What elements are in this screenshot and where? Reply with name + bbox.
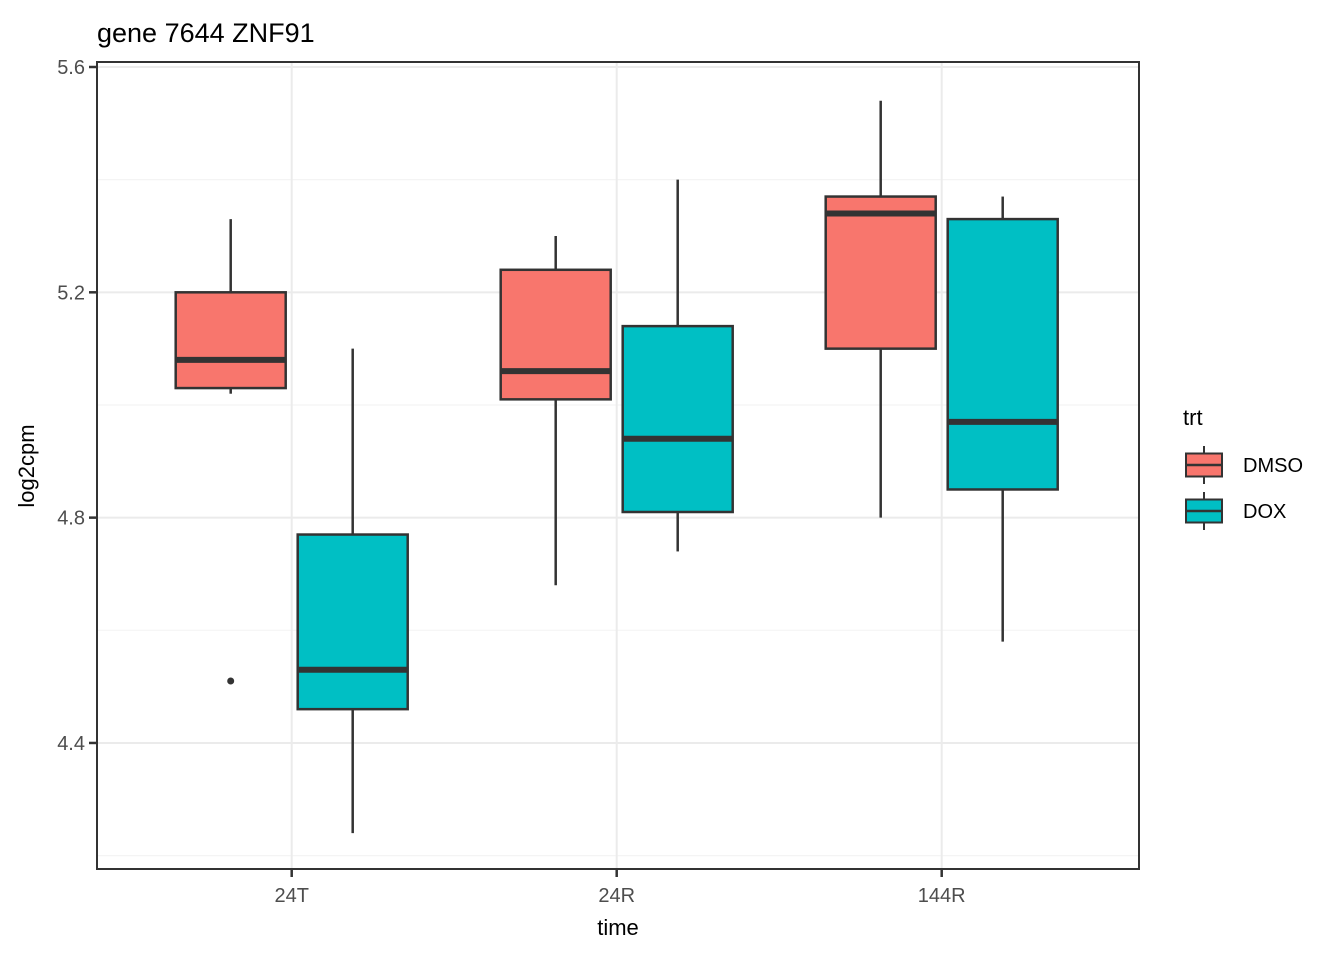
x-tick-label: 24R bbox=[598, 885, 635, 907]
legend-item-dox: DOX bbox=[1185, 492, 1286, 530]
box-DOX-24T bbox=[296, 533, 409, 711]
legend-label-dox: DOX bbox=[1243, 501, 1286, 523]
outlier-DMSO-24T bbox=[227, 677, 235, 685]
y-tick-label: 5.6 bbox=[57, 57, 85, 79]
y-axis-title: log2cpm bbox=[14, 424, 39, 507]
legend-key-boxplot-icon bbox=[1185, 492, 1223, 530]
panel-border bbox=[96, 61, 1140, 870]
x-tick-label: 24T bbox=[274, 885, 308, 907]
legend-label-dmso: DMSO bbox=[1243, 455, 1303, 477]
legend-item-dmso: DMSO bbox=[1185, 446, 1303, 484]
x-tick-label: 144R bbox=[918, 885, 966, 907]
y-tick-label: 4.8 bbox=[57, 508, 85, 530]
chart-title: gene 7644 ZNF91 bbox=[97, 18, 315, 48]
box-DOX-144R bbox=[946, 217, 1059, 491]
legend: trt DMSO DOX bbox=[1183, 405, 1303, 530]
box-DMSO-144R bbox=[824, 195, 937, 350]
y-tick-label: 5.2 bbox=[57, 282, 85, 304]
y-tick-label: 4.4 bbox=[57, 733, 85, 755]
legend-key-boxplot-icon bbox=[1185, 446, 1223, 484]
legend-title: trt bbox=[1183, 405, 1203, 430]
x-axis-title: time bbox=[597, 915, 639, 940]
axis-layer: 4.4 4.8 5.2 5.6 24T 24R 144R bbox=[57, 57, 1140, 907]
box-DOX-24R bbox=[621, 324, 734, 514]
box-DMSO-24T bbox=[174, 291, 287, 390]
box-DMSO-24R bbox=[499, 268, 612, 401]
box-layer bbox=[174, 100, 1059, 834]
